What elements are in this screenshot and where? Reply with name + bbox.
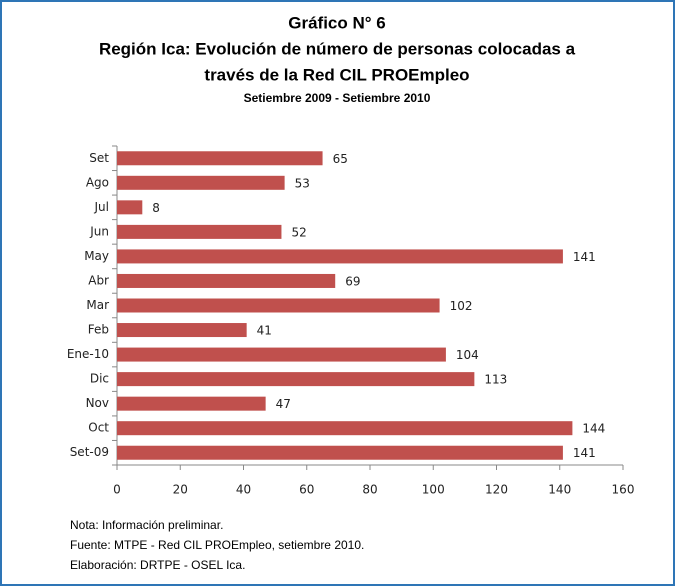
value-label: 41: [257, 324, 272, 338]
bar: [117, 249, 563, 264]
x-tick-label: 40: [236, 483, 251, 497]
bar: [117, 151, 323, 166]
x-tick-label: 160: [612, 483, 635, 497]
bar: [117, 396, 266, 411]
y-tick-label: Jun: [89, 224, 109, 238]
bar: [117, 445, 563, 460]
bar: [117, 372, 475, 387]
bar: [117, 323, 247, 338]
chart-subtitle: Setiembre 2009 - Setiembre 2010: [244, 91, 431, 105]
x-tick-label: 80: [362, 483, 377, 497]
x-tick-label: 60: [299, 483, 314, 497]
value-label: 104: [456, 348, 479, 362]
value-label: 65: [333, 152, 348, 166]
value-label: 141: [573, 446, 596, 460]
x-tick-label: 100: [422, 483, 445, 497]
bar: [117, 421, 573, 436]
bar: [117, 347, 446, 362]
y-tick-label: Set-09: [70, 445, 109, 459]
x-tick-label: 0: [113, 483, 121, 497]
value-label: 102: [450, 299, 473, 313]
value-label: 113: [484, 373, 507, 387]
chart-title: Gráfico N° 6: [288, 13, 386, 32]
note: Nota: Información preliminar.: [70, 518, 223, 532]
note: Fuente: MTPE - Red CIL PROEmpleo, setiem…: [70, 538, 364, 552]
bar: [117, 298, 440, 313]
value-label: 8: [152, 201, 160, 215]
bar: [117, 224, 282, 239]
y-tick-label: Mar: [86, 298, 109, 312]
y-tick-label: Set: [89, 151, 109, 165]
y-tick-label: Jul: [94, 200, 109, 214]
value-label: 144: [582, 422, 605, 436]
x-tick-label: 120: [485, 483, 508, 497]
bar: [117, 200, 143, 215]
y-tick-label: Abr: [88, 273, 109, 287]
chart-title: Región Ica: Evolución de número de perso…: [99, 39, 576, 58]
y-tick-label: Dic: [90, 372, 109, 386]
x-tick-label: 140: [548, 483, 571, 497]
value-label: 47: [276, 397, 291, 411]
y-tick-label: Nov: [86, 396, 109, 410]
bar: [117, 175, 285, 190]
y-tick-label: Ago: [86, 175, 109, 189]
y-tick-label: May: [84, 249, 109, 263]
bar: [117, 273, 336, 288]
value-label: 52: [291, 225, 306, 239]
y-tick-label: Oct: [88, 421, 109, 435]
x-tick-label: 20: [173, 483, 188, 497]
value-label: 69: [345, 274, 360, 288]
value-label: 53: [295, 176, 310, 190]
note: Elaboración: DRTPE - OSEL Ica.: [70, 558, 245, 572]
value-label: 141: [573, 250, 596, 264]
y-tick-label: Feb: [88, 323, 109, 337]
chart-title: través de la Red CIL PROEmpleo: [204, 65, 469, 84]
y-tick-label: Ene-10: [67, 347, 109, 361]
